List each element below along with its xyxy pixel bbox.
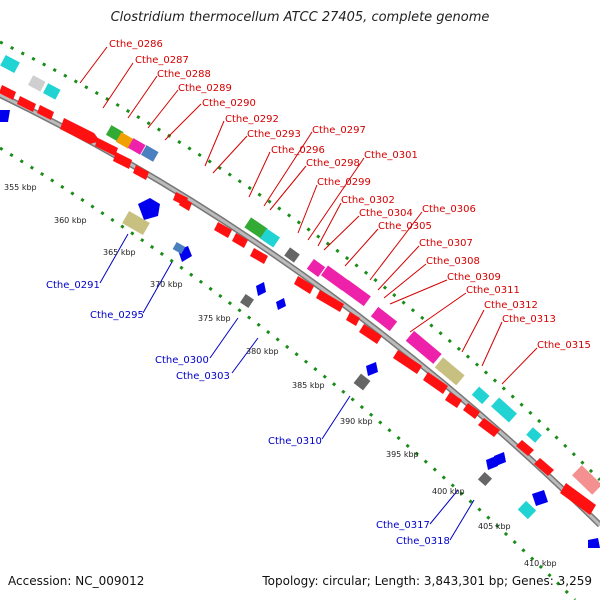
gene-label: Cthe_0288 bbox=[157, 69, 211, 80]
gene-feature bbox=[127, 138, 146, 155]
reverse-genes bbox=[0, 110, 600, 548]
tick-label: 365 kbp bbox=[103, 248, 136, 257]
gene-feature bbox=[260, 228, 280, 248]
outer-features bbox=[0, 54, 600, 495]
bottom-leaders bbox=[99, 233, 475, 541]
genome-stats: Topology: circular; Length: 3,843,301 bp… bbox=[262, 574, 592, 588]
gene-label: Cthe_0315 bbox=[537, 340, 591, 351]
gene-label: Cthe_0290 bbox=[202, 98, 256, 109]
tick-label: 410 kbp bbox=[524, 559, 557, 568]
tick-label: 385 kbp bbox=[292, 381, 325, 390]
gene-feature bbox=[471, 386, 490, 405]
gene-feature bbox=[244, 217, 268, 239]
gene-label: Cthe_0293 bbox=[247, 129, 301, 140]
tick-labels: 355 kbp 360 kbp 365 kbp 370 kbp 375 kbp … bbox=[4, 183, 557, 568]
gene-label: Cthe_0296 bbox=[271, 145, 325, 156]
gene-feature bbox=[491, 397, 517, 423]
gene-label: Cthe_0310 bbox=[268, 436, 322, 447]
gene-feature bbox=[405, 330, 442, 364]
tick-label: 390 kbp bbox=[340, 417, 373, 426]
gene-label: Cthe_0312 bbox=[484, 300, 538, 311]
tick-label: 355 kbp bbox=[4, 183, 37, 192]
gene-feature bbox=[526, 427, 542, 443]
gene-label: Cthe_0291 bbox=[46, 280, 100, 291]
gene-feature bbox=[0, 54, 20, 74]
top-label-group: Cthe_0286 Cthe_0287 Cthe_0288 Cthe_0289 … bbox=[109, 39, 591, 351]
gene-label: Cthe_0309 bbox=[447, 272, 501, 283]
gene-label: Cthe_0311 bbox=[466, 285, 520, 296]
gene-label: Cthe_0317 bbox=[376, 520, 430, 531]
tick-label: 400 kbp bbox=[432, 487, 465, 496]
map-title: Clostridium thermocellum ATCC 27405, com… bbox=[110, 10, 490, 25]
gene-label: Cthe_0298 bbox=[306, 158, 360, 169]
gene-label: Cthe_0299 bbox=[317, 177, 371, 188]
gene-label: Cthe_0292 bbox=[225, 114, 279, 125]
gene-label: Cthe_0304 bbox=[359, 208, 413, 219]
gene-label: Cthe_0301 bbox=[364, 150, 418, 161]
gene-feature bbox=[370, 306, 398, 332]
gene-feature bbox=[43, 83, 61, 100]
gene-feature bbox=[140, 145, 159, 162]
gene-label: Cthe_0300 bbox=[155, 355, 209, 366]
gene-feature bbox=[28, 75, 46, 92]
gene-feature bbox=[306, 259, 326, 277]
gene-feature bbox=[572, 465, 600, 495]
gene-label: Cthe_0306 bbox=[422, 204, 476, 215]
gene-label: Cthe_0302 bbox=[341, 195, 395, 206]
gene-label: Cthe_0289 bbox=[178, 83, 232, 94]
gene-label: Cthe_0303 bbox=[176, 371, 230, 382]
gene-feature bbox=[341, 279, 371, 307]
gene-label: Cthe_0297 bbox=[312, 125, 366, 136]
gene-label: Cthe_0307 bbox=[419, 238, 473, 249]
gene-label: Cthe_0295 bbox=[90, 310, 144, 321]
tick-label: 370 kbp bbox=[150, 280, 183, 289]
gene-label: Cthe_0286 bbox=[109, 39, 163, 50]
tick-label: 395 kbp bbox=[386, 450, 419, 459]
gene-label: Cthe_0318 bbox=[396, 536, 450, 547]
accession-label: Accession: NC_009012 bbox=[8, 574, 145, 588]
gene-feature bbox=[434, 357, 465, 386]
gene-label: Cthe_0287 bbox=[135, 55, 189, 66]
top-leaders bbox=[79, 46, 538, 385]
gene-feature bbox=[320, 265, 350, 291]
tick-label: 360 kbp bbox=[54, 216, 87, 225]
gene-label: Cthe_0305 bbox=[378, 221, 432, 232]
tick-label: 375 kbp bbox=[198, 314, 231, 323]
tick-label: 405 kbp bbox=[478, 522, 511, 531]
gene-label: Cthe_0308 bbox=[426, 256, 480, 267]
bottom-label-group: Cthe_0291 Cthe_0295 Cthe_0300 Cthe_0303 … bbox=[46, 280, 450, 547]
forward-genes bbox=[0, 85, 596, 515]
tick-label: 380 kbp bbox=[246, 347, 279, 356]
gene-label: Cthe_0313 bbox=[502, 314, 556, 325]
gene-feature bbox=[115, 132, 134, 149]
